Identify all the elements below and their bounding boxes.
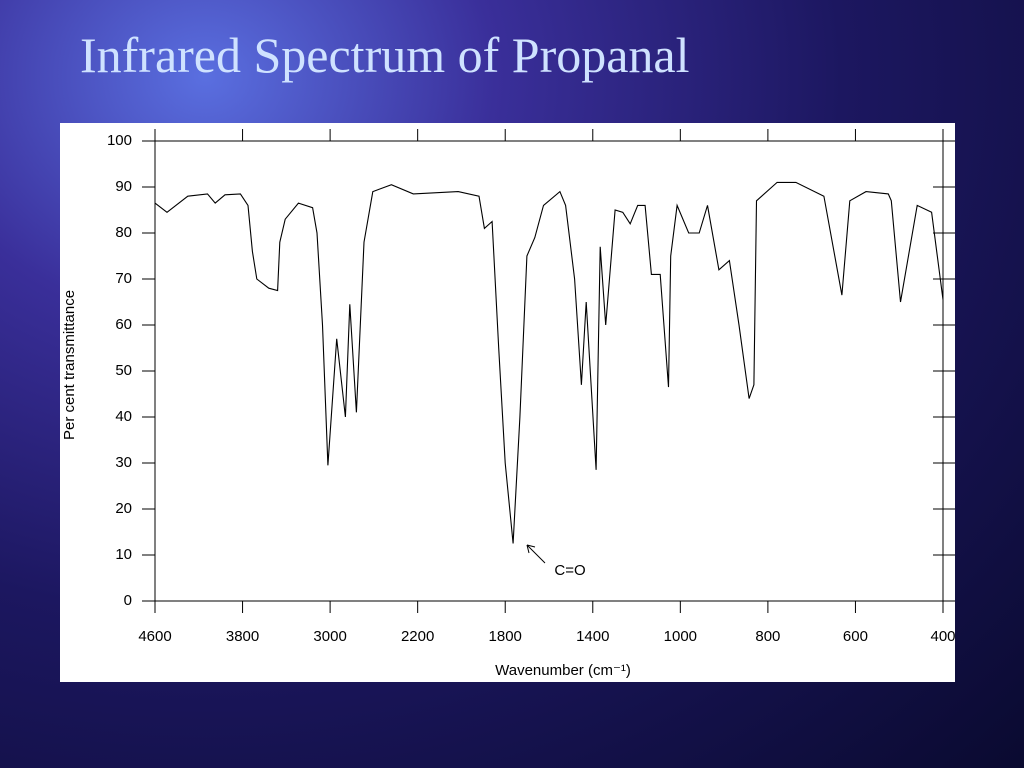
y-tick-label: 70 xyxy=(115,270,132,287)
y-tick-label: 50 xyxy=(115,362,132,379)
y-tick-label: 60 xyxy=(115,316,132,333)
y-tick-label: 90 xyxy=(115,178,132,195)
annotation-arrow xyxy=(526,544,546,564)
x-axis-label: Wavenumber (cm⁻¹) xyxy=(495,662,631,679)
annotation: C=O xyxy=(554,562,585,579)
x-tick-label: 3000 xyxy=(313,628,346,645)
x-tick-label: 800 xyxy=(755,628,780,645)
x-tick-label: 1400 xyxy=(576,628,609,645)
annotation-arrowhead xyxy=(526,544,536,554)
x-tick-label: 3800 xyxy=(226,628,259,645)
spectrum-line xyxy=(154,181,944,544)
y-tick-label: 80 xyxy=(115,224,132,241)
x-tick-label: 600 xyxy=(843,628,868,645)
y-tick-label: 30 xyxy=(115,454,132,471)
y-tick-label: 10 xyxy=(115,546,132,563)
y-axis-label: Per cent transmittance xyxy=(61,290,78,440)
y-tick-label: 0 xyxy=(124,592,132,609)
x-tick-label: 4600 xyxy=(138,628,171,645)
y-tick-label: 40 xyxy=(115,408,132,425)
y-tick-label: 100 xyxy=(107,132,132,149)
x-tick-label: 1000 xyxy=(664,628,697,645)
x-tick-label: 1800 xyxy=(489,628,522,645)
chart-background xyxy=(60,123,955,682)
x-tick-label: 400 xyxy=(930,628,955,645)
x-tick-label: 2200 xyxy=(401,628,434,645)
y-tick-label: 20 xyxy=(115,500,132,517)
slide-title: Infrared Spectrum of Propanal xyxy=(80,27,690,83)
